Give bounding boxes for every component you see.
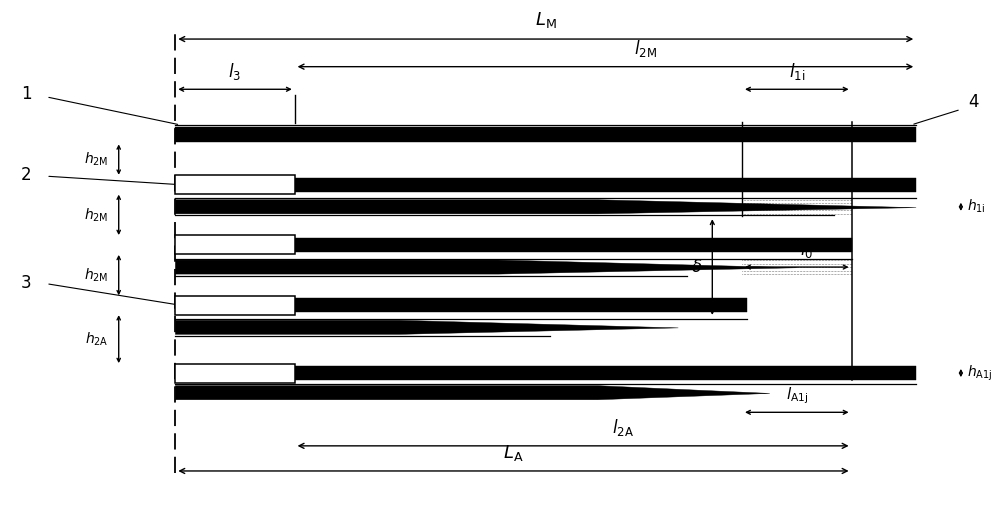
Polygon shape xyxy=(175,320,678,334)
Text: $h_{\rm 2M}$: $h_{\rm 2M}$ xyxy=(84,151,109,168)
Bar xyxy=(175,175,295,194)
Polygon shape xyxy=(175,127,916,141)
Text: $h_{\rm A1j}$: $h_{\rm A1j}$ xyxy=(967,364,992,383)
Bar xyxy=(175,235,295,255)
Text: 4: 4 xyxy=(969,93,979,111)
Polygon shape xyxy=(175,178,916,192)
Bar xyxy=(175,296,295,315)
Text: 1: 1 xyxy=(21,85,32,104)
Polygon shape xyxy=(175,200,916,214)
Polygon shape xyxy=(175,298,747,312)
Text: $l_{\rm 2A}$: $l_{\rm 2A}$ xyxy=(612,417,634,438)
Polygon shape xyxy=(175,366,916,380)
Polygon shape xyxy=(175,260,797,274)
Text: $h_{\rm 2M}$: $h_{\rm 2M}$ xyxy=(84,206,109,224)
Text: $h_{\rm 2M}$: $h_{\rm 2M}$ xyxy=(84,267,109,284)
Text: $\delta$: $\delta$ xyxy=(691,258,702,276)
Text: $L_{\rm A}$: $L_{\rm A}$ xyxy=(503,443,524,464)
Text: $h_{\rm 2A}$: $h_{\rm 2A}$ xyxy=(85,330,109,348)
Text: $l_{\rm 2M}$: $l_{\rm 2M}$ xyxy=(634,38,657,59)
Text: 2: 2 xyxy=(21,166,32,184)
Text: 3: 3 xyxy=(21,274,32,291)
Text: $h_{\rm 1i}$: $h_{\rm 1i}$ xyxy=(967,198,986,216)
Bar xyxy=(175,364,295,382)
Text: $L_{\rm M}$: $L_{\rm M}$ xyxy=(535,10,557,30)
Text: $l_{\rm A1j}$: $l_{\rm A1j}$ xyxy=(786,385,808,406)
Text: $l_3$: $l_3$ xyxy=(228,61,242,82)
Polygon shape xyxy=(175,386,770,400)
Text: $l_0$: $l_0$ xyxy=(800,239,813,260)
Polygon shape xyxy=(175,238,852,252)
Text: $l_{\rm 1i}$: $l_{\rm 1i}$ xyxy=(789,61,805,82)
